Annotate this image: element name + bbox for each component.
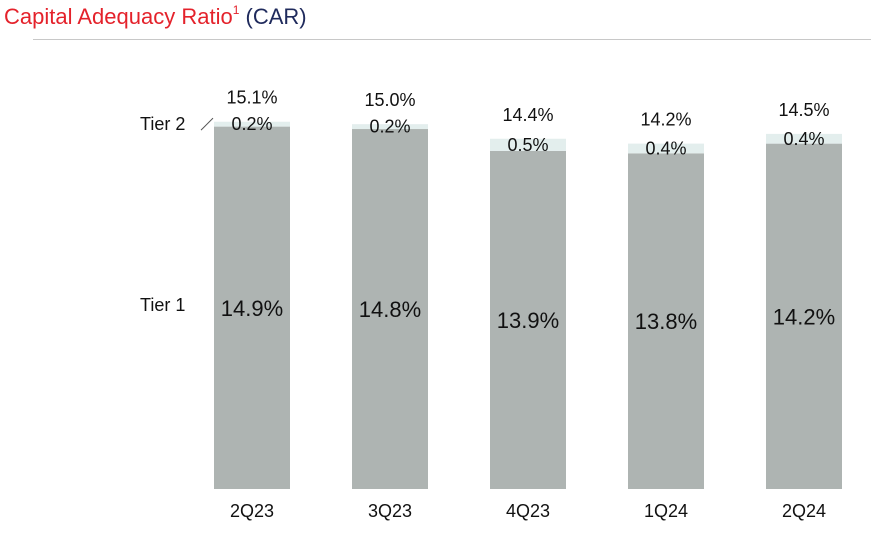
tier2-value-label: 0.4% xyxy=(645,138,686,158)
x-tick-label: 1Q24 xyxy=(644,501,688,521)
title-main: Capital Adequacy Ratio xyxy=(4,4,233,29)
title-footnote-marker: 1 xyxy=(232,2,240,17)
tier2-value-label: 0.5% xyxy=(507,135,548,155)
bar-tier2 xyxy=(628,143,704,154)
tier1-value-label: 14.2% xyxy=(773,304,835,329)
legend-tier2-label: Tier 2 xyxy=(140,114,185,134)
legend-tier2-leader-line xyxy=(200,117,214,131)
bar-tier1 xyxy=(766,143,842,489)
bar-tier1 xyxy=(628,153,704,489)
bar-tier2 xyxy=(490,138,566,151)
total-value-label: 15.1% xyxy=(226,88,277,108)
bar-tier2 xyxy=(352,124,428,130)
x-tick-label: 3Q23 xyxy=(368,501,412,521)
tier1-value-label: 13.8% xyxy=(635,309,697,334)
tier1-value-label: 14.8% xyxy=(359,297,421,322)
tier2-value-label: 0.2% xyxy=(231,114,272,134)
bar-tier1 xyxy=(490,150,566,489)
tier2-value-label: 0.2% xyxy=(369,117,410,137)
bar-tier2 xyxy=(766,133,842,144)
title-suffix: (CAR) xyxy=(245,4,307,29)
total-value-label: 14.5% xyxy=(778,100,829,120)
bar-tier2 xyxy=(214,121,290,127)
x-tick-label: 4Q23 xyxy=(506,501,550,521)
title-divider xyxy=(33,39,871,40)
tier1-value-label: 14.9% xyxy=(221,296,283,321)
total-value-label: 15.0% xyxy=(364,90,415,110)
tier2-value-label: 0.4% xyxy=(783,129,824,149)
total-value-label: 14.4% xyxy=(502,105,553,125)
total-value-label: 14.2% xyxy=(640,110,691,130)
chart-title: Capital Adequacy Ratio1 (CAR) xyxy=(4,2,307,30)
x-tick-label: 2Q23 xyxy=(230,501,274,521)
bar-tier1 xyxy=(352,129,428,489)
legend-tier1-label: Tier 1 xyxy=(140,295,185,315)
bar-tier1 xyxy=(214,126,290,489)
tier1-value-label: 13.9% xyxy=(497,308,559,333)
x-tick-label: 2Q24 xyxy=(782,501,826,521)
